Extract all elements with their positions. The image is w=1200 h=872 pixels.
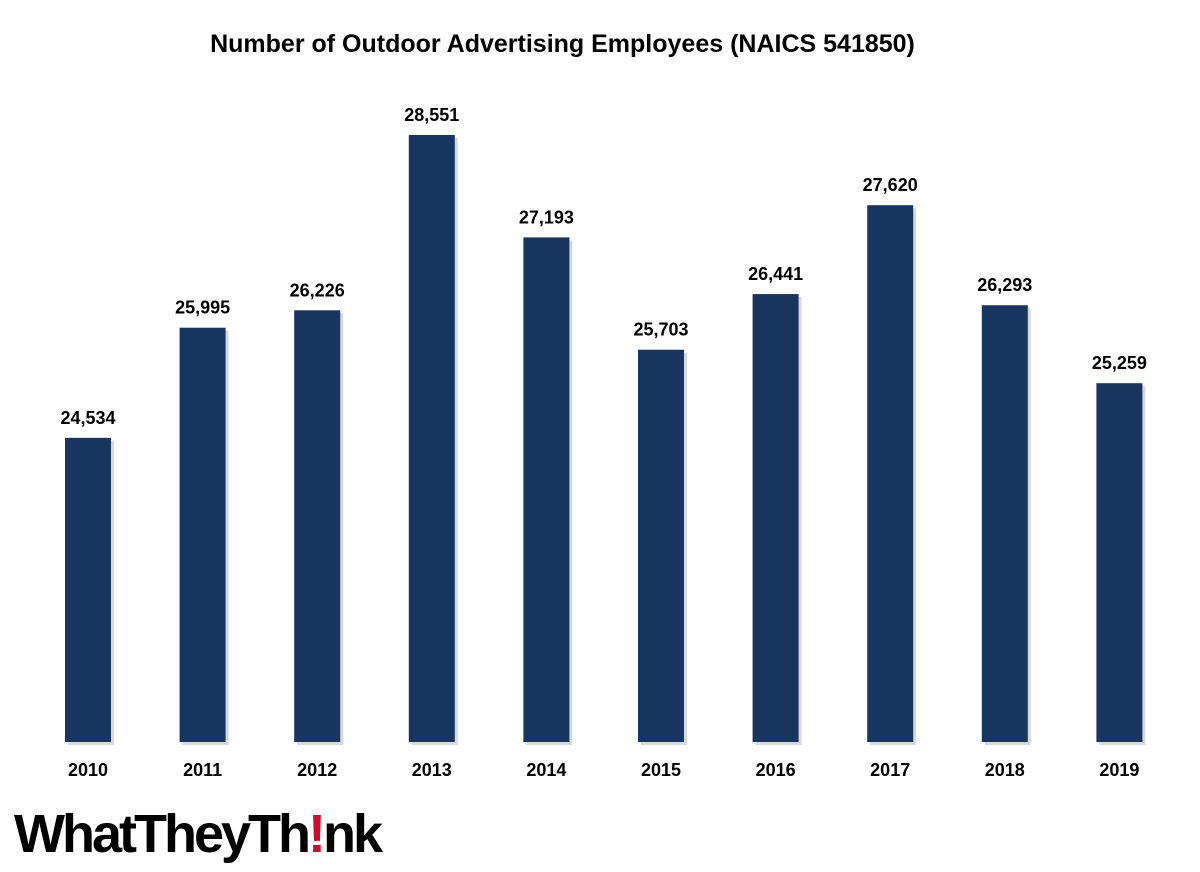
value-label-2016: 26,441 [748, 264, 803, 284]
logo-text-end: nk [322, 804, 383, 864]
bar-2010 [65, 437, 111, 742]
bars-layer [65, 135, 1146, 746]
value-label-2011: 25,995 [175, 298, 230, 318]
x-tick-2011: 2011 [183, 760, 222, 780]
value-label-2019: 25,259 [1092, 353, 1147, 373]
value-label-2012: 26,226 [290, 280, 345, 300]
x-tick-2015: 2015 [641, 760, 681, 780]
bar-2019 [1096, 383, 1143, 742]
value-label-2010: 24,534 [60, 408, 115, 428]
bar-2014 [523, 237, 570, 742]
x-tick-2017: 2017 [870, 760, 910, 780]
logo-text-start: WhatTheyTh [14, 804, 311, 864]
value-labels-layer: 24,534 25,995 26,226 28,551 27,193 25,703 26,4… [60, 105, 1146, 428]
whattheythink-logo: WhatTheyTh!nk [14, 804, 383, 864]
bar-2012 [294, 310, 341, 742]
value-label-2015: 25,703 [633, 320, 688, 340]
bar-2018 [981, 305, 1028, 742]
x-tick-2018: 2018 [985, 760, 1025, 780]
bar-2013 [408, 135, 455, 742]
bar-2017 [867, 205, 914, 743]
bar-2015 [638, 349, 684, 742]
x-tick-2014: 2014 [526, 760, 566, 780]
x-tick-2016: 2016 [756, 760, 796, 780]
x-tick-2013: 2013 [412, 760, 452, 780]
x-tick-2019: 2019 [1099, 760, 1139, 780]
chart-title: Number of Outdoor Advertising Employees … [210, 30, 915, 58]
bar-2011 [179, 327, 226, 742]
x-tick-2010: 2010 [68, 760, 108, 780]
value-label-2013: 28,551 [404, 105, 459, 125]
value-label-2017: 27,620 [863, 175, 918, 195]
x-tick-labels-layer: 2010 2011 2012 2013 2014 2015 2016 2017 2018 2019 [68, 760, 1139, 780]
bar-2016 [752, 294, 799, 742]
value-label-2018: 26,293 [977, 275, 1032, 295]
value-label-2014: 27,193 [519, 207, 574, 227]
x-tick-2012: 2012 [297, 760, 337, 780]
logo-exclaim: ! [307, 804, 326, 864]
